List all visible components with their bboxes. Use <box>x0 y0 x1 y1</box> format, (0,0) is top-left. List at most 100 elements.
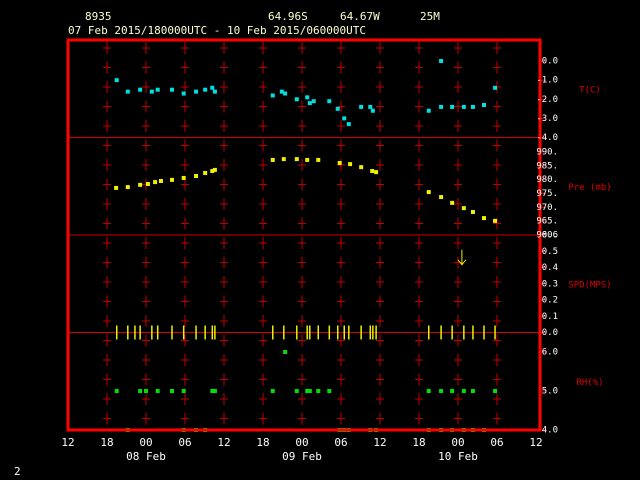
data-point <box>439 389 444 393</box>
data-point <box>125 185 130 190</box>
data-point <box>439 104 444 109</box>
longitude: 64.67W <box>340 10 380 23</box>
data-point <box>270 389 275 393</box>
grid-cross <box>337 139 345 230</box>
grid-cross <box>181 334 189 425</box>
data-point <box>461 206 466 211</box>
data-point <box>327 389 332 393</box>
data-point <box>181 175 186 180</box>
data-point <box>125 89 130 94</box>
data-point <box>337 160 342 165</box>
data-point <box>470 389 475 393</box>
date-label: 10 Feb <box>438 450 478 463</box>
y-tick-label: -3.0 <box>536 114 558 124</box>
grid-cross <box>259 237 267 327</box>
grid-cross <box>103 139 111 230</box>
latitude: 64.96S <box>268 10 308 23</box>
data-point <box>194 174 199 179</box>
y-tick-label: 0.0 <box>542 57 558 67</box>
data-point <box>153 180 158 185</box>
data-point <box>450 389 455 393</box>
date-label: 08 Feb <box>126 450 166 463</box>
data-point <box>138 182 143 187</box>
data-point <box>493 85 498 90</box>
y-tick-label: 0.6 <box>542 231 558 241</box>
x-tick-label: 00 <box>139 436 152 449</box>
data-point <box>210 85 215 90</box>
data-point <box>348 162 353 167</box>
grid-cross <box>259 334 267 425</box>
grid-cross <box>376 237 384 327</box>
grid-cross <box>220 237 228 327</box>
grid-cross <box>298 334 306 425</box>
data-point <box>305 95 310 100</box>
data-point <box>170 389 174 393</box>
data-point <box>170 87 174 92</box>
panel-label: SPD(MPS) <box>568 281 611 291</box>
data-point <box>374 170 379 175</box>
grid-cross <box>142 42 150 132</box>
data-point <box>281 157 286 162</box>
y-tick-label: 0.3 <box>542 279 558 289</box>
grid-cross <box>415 139 423 230</box>
y-tick-label: 985. <box>536 161 558 171</box>
data-point <box>426 389 431 393</box>
x-tick-label: 06 <box>334 436 347 449</box>
grid-cross <box>415 237 423 327</box>
data-point <box>270 157 275 162</box>
date-label: 09 Feb <box>282 450 322 463</box>
data-point <box>470 210 475 215</box>
data-point <box>307 101 312 106</box>
y-tick-label: -2.0 <box>536 95 558 105</box>
data-point <box>368 104 373 109</box>
data-point <box>316 157 321 162</box>
data-point <box>203 170 208 175</box>
y-tick-label: 0.4 <box>542 263 558 273</box>
y-tick-label: 0.5 <box>542 247 558 257</box>
data-point <box>194 89 199 94</box>
data-point <box>305 389 310 393</box>
x-tick-label: 06 <box>490 436 503 449</box>
grid-cross <box>103 237 111 327</box>
frame <box>66 38 542 432</box>
grid-cross <box>259 139 267 230</box>
data-point <box>311 99 316 104</box>
y-tick-label: 4.0 <box>542 426 558 436</box>
grid-cross <box>454 334 462 425</box>
grid-cross <box>493 139 501 230</box>
grid <box>68 42 546 431</box>
y-tick-label: 980. <box>536 175 558 185</box>
data-point <box>203 87 208 92</box>
data-point <box>270 93 275 98</box>
data-point <box>283 350 288 354</box>
elevation: 25M <box>420 10 440 23</box>
data-point <box>450 200 455 205</box>
data-point <box>359 165 364 170</box>
y-tick-label: 6.0 <box>542 348 558 358</box>
grid-cross <box>220 334 228 425</box>
data-point <box>212 167 217 172</box>
data-point <box>114 185 119 190</box>
grid-cross <box>454 139 462 230</box>
grid-cross <box>376 42 384 132</box>
data-point <box>493 218 498 223</box>
data-point <box>450 104 455 109</box>
y-tick-label: -4.0 <box>536 133 558 143</box>
data-point <box>439 59 444 64</box>
y-tick-label: 990. <box>536 147 558 157</box>
panel-label: T(C) <box>579 86 601 96</box>
grid-cross <box>415 334 423 425</box>
data-point <box>335 106 340 111</box>
data-point <box>426 190 431 195</box>
data-point <box>145 182 150 187</box>
grid-cross <box>181 237 189 327</box>
data-point <box>461 389 466 393</box>
grid-cross <box>376 334 384 425</box>
grid-cross <box>298 139 306 230</box>
data-point <box>114 78 119 83</box>
grid-cross <box>181 139 189 230</box>
data-point <box>307 389 312 393</box>
page-number: 2 <box>14 465 21 478</box>
grid-cross <box>415 42 423 132</box>
